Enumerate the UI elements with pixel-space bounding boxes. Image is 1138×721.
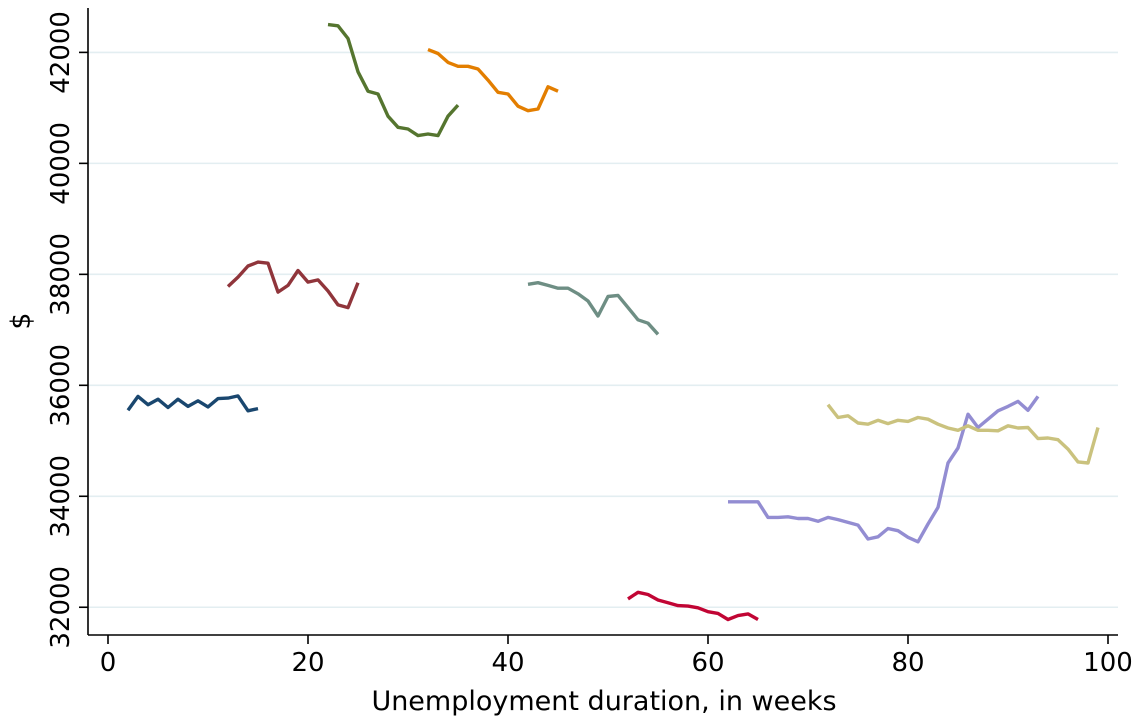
y-tick-label-42000: 42000 — [46, 11, 76, 94]
series-line-5 — [527, 281, 660, 336]
series-line-6 — [627, 590, 759, 622]
x-tick-label-0: 0 — [100, 648, 117, 678]
x-tick-label-20: 20 — [291, 648, 324, 678]
y-axis-ticks: 32000 34000 36000 38000 40000 42000 — [46, 11, 88, 649]
y-tick-label-32000: 32000 — [46, 566, 76, 649]
y-tick-label-40000: 40000 — [46, 122, 76, 205]
series-line-2 — [226, 260, 360, 310]
grid-lines — [88, 51, 1118, 609]
series-line-4 — [427, 48, 559, 113]
series-line-1 — [126, 394, 259, 413]
x-tick-label-60: 60 — [691, 648, 724, 678]
series-lines — [126, 22, 1100, 622]
x-axis-ticks: 0 20 40 60 80 100 — [100, 635, 1133, 678]
axes — [87, 8, 1118, 636]
series-line-7 — [728, 395, 1040, 544]
series-line-8 — [826, 403, 1100, 465]
x-tick-label-80: 80 — [891, 648, 924, 678]
y-tick-label-34000: 34000 — [46, 455, 76, 538]
series-line-3 — [327, 22, 460, 138]
x-tick-label-40: 40 — [491, 648, 524, 678]
x-tick-label-100: 100 — [1083, 648, 1133, 678]
x-axis-title: Unemployment duration, in weeks — [371, 686, 836, 717]
y-axis-title: $ — [6, 312, 37, 329]
y-tick-label-36000: 36000 — [46, 344, 76, 427]
y-tick-label-38000: 38000 — [46, 233, 76, 316]
